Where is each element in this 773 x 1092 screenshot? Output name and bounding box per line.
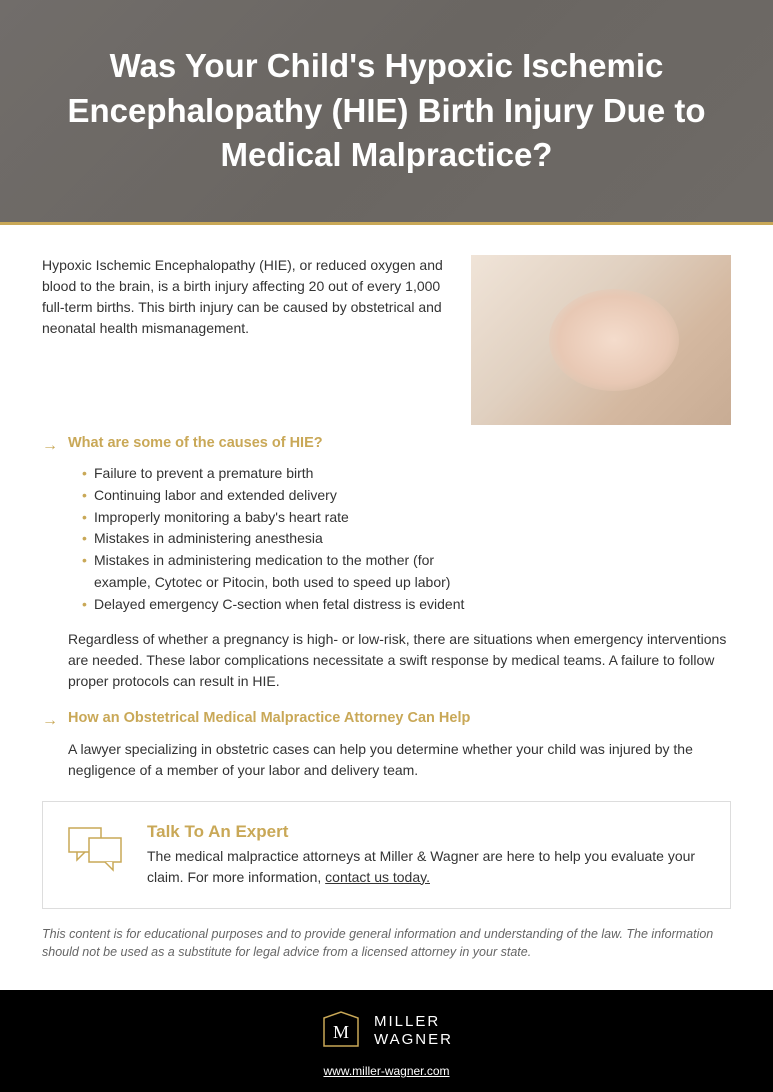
causes-section: → What are some of the causes of HIE? Fa…	[42, 435, 731, 692]
intro-paragraph: Hypoxic Ischemic Encephalopathy (HIE), o…	[42, 255, 451, 425]
hero-section: Was Your Child's Hypoxic Ischemic Enceph…	[0, 0, 773, 225]
list-item: Delayed emergency C-section when fetal d…	[82, 594, 731, 616]
footer: M MILLER WAGNER www.miller-wagner.com	[0, 990, 773, 1092]
attorney-paragraph: A lawyer specializing in obstetric cases…	[42, 739, 731, 781]
contact-link[interactable]: contact us today.	[325, 869, 430, 885]
attorney-section: → How an Obstetrical Medical Malpractice…	[42, 710, 731, 780]
cta-text: The medical malpractice attorneys at Mil…	[147, 846, 706, 888]
page-title: Was Your Child's Hypoxic Ischemic Enceph…	[40, 44, 733, 178]
brand-line-1: MILLER	[374, 1013, 453, 1031]
arrow-icon: →	[42, 435, 58, 457]
cta-box: Talk To An Expert The medical malpractic…	[42, 801, 731, 909]
cta-content: Talk To An Expert The medical malpractic…	[147, 822, 706, 888]
list-item: Mistakes in administering medication to …	[82, 550, 492, 593]
content-area: Hypoxic Ischemic Encephalopathy (HIE), o…	[0, 225, 773, 990]
intro-image	[471, 255, 731, 425]
logo-badge-icon: M	[320, 1010, 362, 1052]
arrow-icon: →	[42, 710, 58, 732]
logo-text: MILLER WAGNER	[374, 1013, 453, 1049]
list-item: Improperly monitoring a baby's heart rat…	[82, 507, 731, 529]
list-item: Failure to prevent a premature birth	[82, 463, 731, 485]
footer-url-link[interactable]: www.miller-wagner.com	[323, 1064, 449, 1078]
svg-text:M: M	[333, 1022, 349, 1042]
section-heading: → What are some of the causes of HIE?	[42, 435, 731, 457]
disclaimer-text: This content is for educational purposes…	[42, 925, 731, 963]
intro-row: Hypoxic Ischemic Encephalopathy (HIE), o…	[42, 255, 731, 425]
cta-title: Talk To An Expert	[147, 822, 706, 842]
section-title: How an Obstetrical Medical Malpractice A…	[68, 710, 470, 726]
causes-paragraph: Regardless of whether a pregnancy is hig…	[42, 629, 731, 692]
causes-list: Failure to prevent a premature birth Con…	[42, 463, 731, 615]
chat-icon	[67, 824, 123, 872]
footer-logo: M MILLER WAGNER	[320, 1010, 453, 1052]
section-title: What are some of the causes of HIE?	[68, 435, 323, 451]
list-item: Mistakes in administering anesthesia	[82, 528, 731, 550]
list-item: Continuing labor and extended delivery	[82, 485, 731, 507]
section-heading: → How an Obstetrical Medical Malpractice…	[42, 710, 731, 732]
brand-line-2: WAGNER	[374, 1031, 453, 1049]
